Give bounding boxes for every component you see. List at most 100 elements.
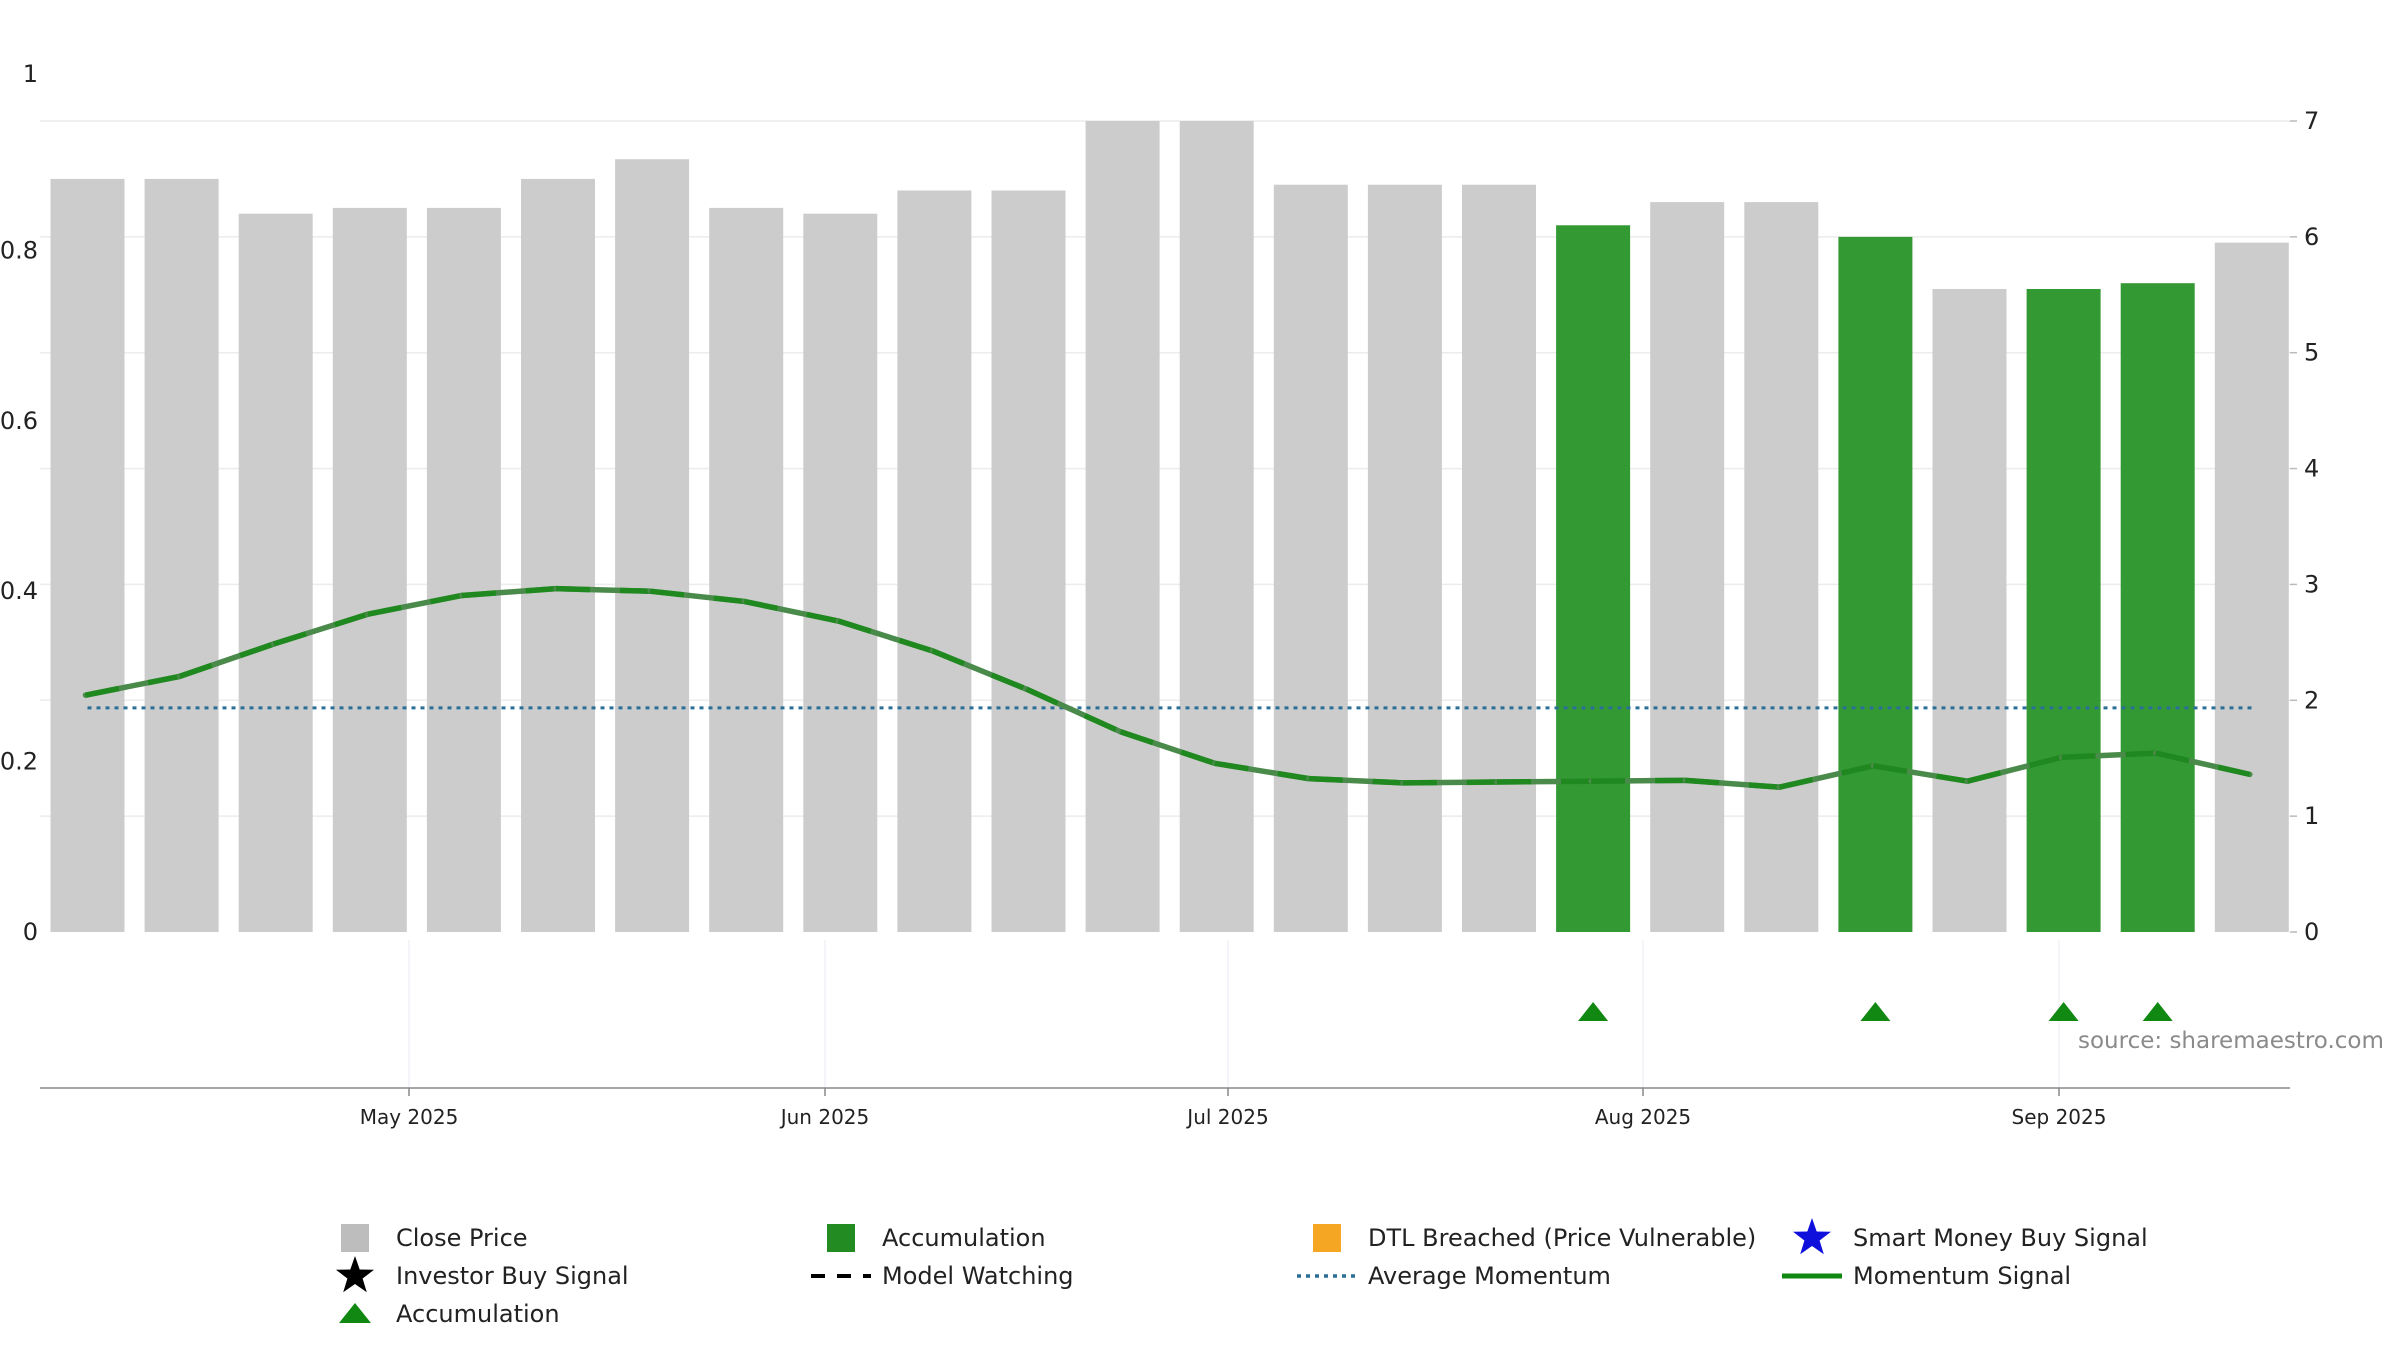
- close-price-bar: [50, 178, 125, 932]
- x-axis-tick: Aug 2025: [1595, 1105, 1691, 1129]
- momentum-segment-dash: [178, 641, 275, 680]
- legend-item-close: Close Price: [341, 1224, 528, 1252]
- close-price-bar: [426, 207, 501, 933]
- momentum-segment-dash: [1872, 763, 1968, 784]
- accumulation-marker-icon: [339, 1303, 371, 1323]
- momentum-segment-dash: [1402, 779, 1498, 786]
- close-price-bar: [1085, 121, 1160, 932]
- x-axis-tick: May 2025: [360, 1105, 459, 1129]
- right-axis-tick: 2: [2304, 686, 2319, 714]
- left-axis: 0 0.2 0.4 0.6 0.8 1: [0, 60, 38, 946]
- momentum-segment-dash: [272, 611, 369, 647]
- legend: Close Price Accumulation DTL Breached (Pri…: [336, 1218, 2148, 1328]
- close-price-bar: [1744, 202, 1819, 933]
- right-axis-tick: 6: [2304, 223, 2319, 251]
- legend-label: Momentum Signal: [1853, 1262, 2071, 1290]
- close-price-bar: [1462, 184, 1536, 932]
- close-price-bar: [803, 213, 878, 932]
- close-price-bar: [238, 213, 313, 932]
- right-axis-tick: 3: [2304, 570, 2319, 598]
- legend-label: Accumulation: [882, 1224, 1046, 1252]
- momentum-segment-dash: [461, 585, 557, 599]
- legend-label: Accumulation: [396, 1300, 560, 1328]
- right-axis-tick: 1: [2304, 802, 2319, 830]
- momentum-segment-dash: [1685, 777, 1780, 790]
- source-note: source: sharemaestro.com: [2078, 1028, 2384, 1054]
- left-axis-tick: 0.6: [0, 407, 38, 435]
- legend-item-smart: Smart Money Buy Signal: [1793, 1218, 2148, 1255]
- close-price-bar: [615, 159, 690, 933]
- price-bars: [50, 121, 2289, 933]
- x-axis-tick: Jul 2025: [1185, 1105, 1268, 1129]
- right-axis-tick: 0: [2304, 918, 2319, 946]
- momentum-segment-dash: [367, 592, 463, 617]
- smart-money-star-icon: [1793, 1218, 1831, 1255]
- x-axis: May 2025 Jun 2025 Jul 2025 Aug 2025 Sep 2025: [40, 1087, 2290, 1129]
- left-axis-tick: 1: [23, 60, 38, 88]
- legend-item-investor: Investor Buy Signal: [336, 1256, 629, 1293]
- close-price-swatch: [341, 1224, 369, 1252]
- legend-item-accum_bar: Accumulation: [827, 1224, 1046, 1252]
- legend-label: Close Price: [396, 1224, 528, 1252]
- close-price-bar: [1273, 184, 1348, 932]
- left-axis-tick: 0: [23, 918, 38, 946]
- right-axis-tick: 4: [2304, 455, 2319, 483]
- momentum-segment-dash: [1214, 760, 1310, 782]
- accumulation-marker: [2048, 1002, 2079, 1021]
- accumulation-markers: [1578, 1002, 2173, 1021]
- momentum-signal-line: [82, 585, 2253, 790]
- accumulation-swatch: [827, 1224, 855, 1252]
- legend-label: Average Momentum: [1368, 1262, 1611, 1290]
- momentum-segment-dash: [1966, 754, 2063, 784]
- momentum-segment-dash: [555, 585, 651, 594]
- close-price-bar: [144, 178, 219, 932]
- close-price-bar: [521, 178, 595, 932]
- accumulation-bar: [1556, 225, 1631, 932]
- momentum-segment-dash: [1025, 686, 1122, 735]
- close-price-bar: [2214, 242, 2289, 932]
- legend-item-dtl: DTL Breached (Price Vulnerable): [1313, 1224, 1756, 1252]
- legend-label: Smart Money Buy Signal: [1853, 1224, 2148, 1252]
- right-axis-tick: 5: [2304, 339, 2319, 367]
- accumulation-bar: [2026, 288, 2101, 932]
- momentum-segment-dash: [837, 618, 934, 654]
- close-price-bar: [1179, 121, 1254, 932]
- momentum-segment-dash: [649, 588, 745, 605]
- close-price-bar: [1367, 184, 1442, 932]
- momentum-segment-dash: [1308, 775, 1404, 786]
- momentum-segment-dash: [1778, 763, 1875, 790]
- accumulation-bar: [2120, 283, 2195, 932]
- momentum-segment-dash: [743, 598, 839, 624]
- momentum-segment-dash: [2061, 750, 2156, 761]
- accumulation-bar: [1838, 236, 1913, 932]
- momentum-segment-dash: [1591, 777, 1686, 784]
- left-axis-tick: 0.2: [0, 748, 38, 776]
- momentum-segment-dash: [1119, 729, 1216, 766]
- momentum-segment-dash: [84, 673, 181, 698]
- left-axis-tick: 0.4: [0, 577, 38, 605]
- close-price-bar: [1650, 202, 1725, 933]
- legend-label: Investor Buy Signal: [396, 1262, 629, 1290]
- legend-label: Model Watching: [882, 1262, 1074, 1290]
- close-price-bar: [1932, 288, 2007, 932]
- grid-lines: [40, 120, 2290, 1088]
- legend-item-watching: Model Watching: [811, 1262, 1074, 1290]
- momentum-segment-dash: [1496, 778, 1592, 785]
- legend-item-accum_marker: Accumulation: [339, 1300, 560, 1328]
- left-axis-tick: 0.8: [0, 236, 38, 264]
- legend-item-avg: Average Momentum: [1297, 1262, 1611, 1290]
- close-price-bar: [332, 207, 407, 933]
- close-price-bar: [709, 207, 784, 933]
- accumulation-marker: [1860, 1002, 1891, 1021]
- right-axis: 0 1 2 3 4 5 6 7: [2290, 107, 2319, 946]
- x-axis-tick: Jun 2025: [779, 1105, 870, 1129]
- close-price-bar: [897, 190, 972, 932]
- momentum-segment-dash: [2155, 750, 2251, 778]
- legend-item-momentum: Momentum Signal: [1782, 1262, 2071, 1290]
- dtl-breached-swatch: [1313, 1224, 1341, 1252]
- legend-label: DTL Breached (Price Vulnerable): [1368, 1224, 1756, 1252]
- investor-star-icon: [336, 1256, 374, 1293]
- momentum-segment-dash: [931, 648, 1028, 692]
- accumulation-marker: [2142, 1002, 2173, 1021]
